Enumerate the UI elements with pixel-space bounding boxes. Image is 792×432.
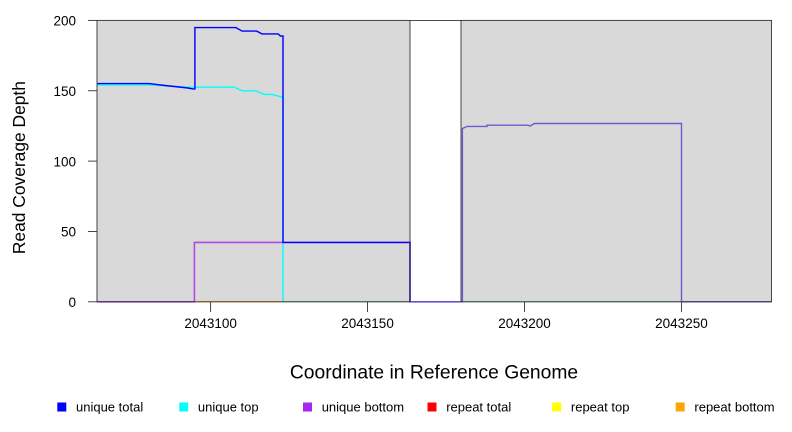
svg-text:repeat total: repeat total bbox=[446, 399, 511, 414]
svg-text:Read Coverage Depth: Read Coverage Depth bbox=[9, 81, 29, 254]
svg-text:2043150: 2043150 bbox=[341, 316, 394, 331]
svg-text:unique top: unique top bbox=[198, 399, 259, 414]
svg-text:100: 100 bbox=[53, 154, 76, 169]
svg-text:Coordinate in Reference Genome: Coordinate in Reference Genome bbox=[290, 363, 578, 384]
svg-text:2043100: 2043100 bbox=[184, 316, 237, 331]
svg-text:150: 150 bbox=[53, 84, 76, 99]
svg-text:2043200: 2043200 bbox=[498, 316, 551, 331]
svg-text:repeat top: repeat top bbox=[571, 399, 630, 414]
svg-text:0: 0 bbox=[68, 295, 76, 310]
svg-text:repeat bottom: repeat bottom bbox=[694, 399, 774, 414]
svg-text:unique total: unique total bbox=[76, 399, 143, 414]
svg-text:200: 200 bbox=[53, 14, 76, 29]
svg-text:2043250: 2043250 bbox=[655, 316, 708, 331]
svg-text:unique bottom: unique bottom bbox=[322, 399, 404, 414]
svg-text:50: 50 bbox=[61, 225, 76, 240]
